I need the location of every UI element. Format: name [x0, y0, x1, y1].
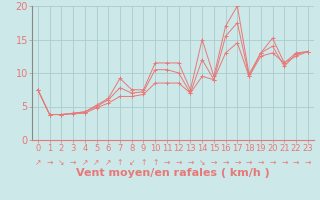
Text: →: →	[258, 158, 264, 167]
Text: ↑: ↑	[152, 158, 158, 167]
Text: →: →	[187, 158, 194, 167]
Text: →: →	[211, 158, 217, 167]
Text: ↗: ↗	[35, 158, 41, 167]
Text: →: →	[281, 158, 287, 167]
Text: ↗: ↗	[105, 158, 111, 167]
Text: ↗: ↗	[82, 158, 88, 167]
Text: →: →	[70, 158, 76, 167]
X-axis label: Vent moyen/en rafales ( km/h ): Vent moyen/en rafales ( km/h )	[76, 168, 270, 178]
Text: ↘: ↘	[58, 158, 65, 167]
Text: ↙: ↙	[129, 158, 135, 167]
Text: →: →	[293, 158, 299, 167]
Text: →: →	[46, 158, 53, 167]
Text: →: →	[305, 158, 311, 167]
Text: →: →	[269, 158, 276, 167]
Text: ↑: ↑	[117, 158, 123, 167]
Text: →: →	[175, 158, 182, 167]
Text: ↑: ↑	[140, 158, 147, 167]
Text: →: →	[234, 158, 241, 167]
Text: ↗: ↗	[93, 158, 100, 167]
Text: →: →	[246, 158, 252, 167]
Text: →: →	[222, 158, 229, 167]
Text: ↘: ↘	[199, 158, 205, 167]
Text: →: →	[164, 158, 170, 167]
